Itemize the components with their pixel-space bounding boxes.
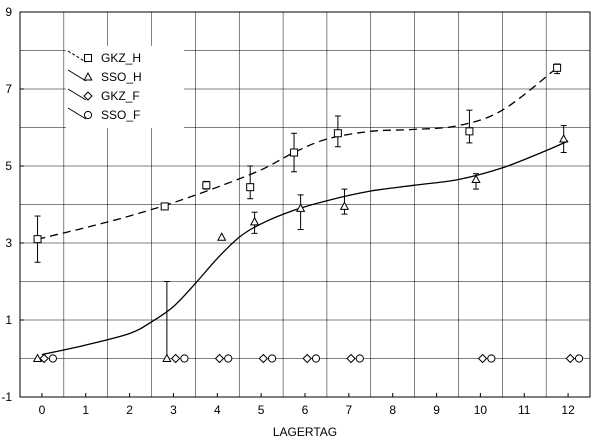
point-sso-f (48, 354, 57, 363)
x-tick-label: 8 (389, 403, 396, 417)
x-tick-label: 3 (170, 403, 177, 417)
fit-curve-sso-h (41, 140, 569, 356)
point-gkz-h (246, 183, 255, 192)
x-tick-label: 6 (302, 403, 309, 417)
y-tick-label: 5 (5, 159, 12, 173)
point-sso-f (268, 354, 277, 363)
legend-marker-sso-f (83, 110, 93, 120)
point-sso-f (574, 354, 584, 363)
point-sso-f (487, 354, 496, 363)
legend-marker-gkz-f (83, 91, 93, 101)
point-gkz-f (302, 353, 312, 364)
x-axis-label: LAGERTAG (273, 425, 337, 439)
legend-marker-gkz-h (84, 54, 92, 62)
legend-line-gkz-h (67, 50, 87, 63)
x-tick-label: 4 (214, 403, 221, 417)
y-tick-label: 3 (5, 236, 12, 250)
legend-label-gkz-f: GKZ_F (101, 89, 140, 103)
point-gkz-h (333, 129, 342, 138)
y-tick-label: 7 (5, 82, 12, 96)
point-sso-f (355, 354, 364, 363)
legend: GKZ_H SSO_H GKZ_F SSO_F (66, 46, 184, 128)
x-tick-label: 0 (39, 403, 46, 417)
point-gkz-h (33, 235, 42, 244)
point-sso-h (249, 216, 260, 226)
y-tick-label: 9 (5, 5, 12, 19)
point-sso-h (32, 353, 43, 362)
point-gkz-f (170, 353, 181, 364)
y-tick-label: 1 (5, 313, 12, 327)
y-tick-label: -1 (1, 390, 12, 404)
x-tick-label: 7 (346, 403, 353, 417)
point-gkz-f (258, 353, 269, 364)
point-gkz-f (477, 353, 488, 364)
point-gkz-h (553, 63, 562, 72)
legend-label-gkz-h: GKZ_H (101, 51, 141, 65)
legend-line-gkz-f (67, 88, 87, 101)
legend-line-sso-f (67, 107, 87, 120)
data-markers (32, 63, 584, 364)
point-sso-h (217, 232, 227, 241)
point-sso-f (311, 354, 321, 363)
point-gkz-h (465, 127, 474, 136)
point-sso-h (559, 134, 569, 143)
point-gkz-f (565, 353, 575, 364)
point-sso-f (180, 354, 189, 363)
fit-curve-gkz-h (37, 67, 558, 240)
point-sso-h (162, 353, 172, 362)
point-sso-h (339, 201, 350, 210)
point-sso-f (224, 354, 233, 363)
point-gkz-f (214, 353, 225, 364)
legend-marker-sso-h (83, 71, 93, 81)
point-gkz-f (346, 353, 356, 364)
error-bars (34, 63, 567, 359)
legend-label-sso-f: SSO_F (101, 108, 140, 122)
point-gkz-h (160, 202, 169, 211)
x-tick-label: 5 (258, 403, 265, 417)
x-tick-label: 12 (561, 403, 575, 417)
legend-line-sso-h (67, 69, 87, 82)
x-tick-label: 9 (433, 403, 440, 417)
point-sso-h (295, 203, 306, 212)
x-tick-label: 1 (82, 403, 89, 417)
x-tick-label: 10 (474, 403, 488, 417)
x-tick-label: 2 (126, 403, 133, 417)
x-tick-label: 11 (518, 403, 531, 417)
legend-label-sso-h: SSO_H (101, 70, 142, 84)
point-sso-h (471, 174, 481, 183)
point-gkz-h (290, 148, 299, 157)
point-gkz-h (202, 181, 211, 190)
point-gkz-f (39, 353, 49, 364)
fit-curves (37, 67, 569, 356)
